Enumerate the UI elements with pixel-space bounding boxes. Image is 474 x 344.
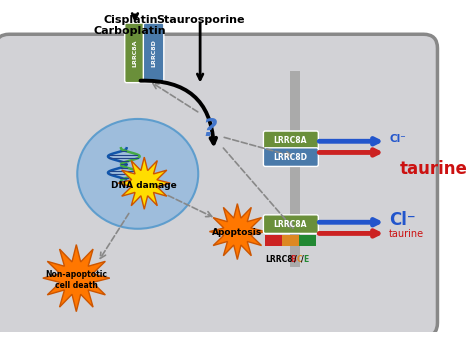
Text: B: B <box>291 255 296 264</box>
FancyBboxPatch shape <box>143 23 164 83</box>
FancyBboxPatch shape <box>264 215 319 234</box>
Polygon shape <box>43 245 110 312</box>
Text: LRRC8A: LRRC8A <box>273 136 307 145</box>
Bar <box>291 72 300 267</box>
Polygon shape <box>210 204 265 259</box>
FancyBboxPatch shape <box>264 131 319 150</box>
Text: Cl⁻: Cl⁻ <box>389 212 416 229</box>
Text: Apoptosis: Apoptosis <box>212 228 263 237</box>
Bar <box>265 235 283 246</box>
Text: Staurosporine: Staurosporine <box>156 15 245 25</box>
Text: /: / <box>301 255 303 264</box>
Text: LRRC8: LRRC8 <box>265 255 293 264</box>
Text: Cl⁻: Cl⁻ <box>389 135 406 144</box>
Bar <box>283 235 300 246</box>
Text: LRRC8D: LRRC8D <box>273 153 308 162</box>
Text: cell death: cell death <box>55 281 98 290</box>
Polygon shape <box>118 157 170 209</box>
Text: taurine: taurine <box>389 229 424 239</box>
Text: /: / <box>294 255 297 264</box>
Text: C: C <box>297 255 302 264</box>
FancyBboxPatch shape <box>0 34 438 337</box>
Text: Non-apoptotic: Non-apoptotic <box>46 270 107 279</box>
FancyBboxPatch shape <box>264 148 319 166</box>
Text: taurine: taurine <box>400 160 468 178</box>
Text: DNA damage: DNA damage <box>111 181 177 190</box>
Text: LRRC8A: LRRC8A <box>273 219 307 229</box>
Text: E: E <box>303 255 309 264</box>
Text: LRRC8A: LRRC8A <box>132 39 137 67</box>
Text: ?: ? <box>202 117 217 141</box>
FancyBboxPatch shape <box>125 23 145 83</box>
Text: LRRC8D: LRRC8D <box>151 39 156 67</box>
Text: Cisplatin
Carboplatin: Cisplatin Carboplatin <box>94 15 167 36</box>
Bar <box>300 235 317 246</box>
Ellipse shape <box>77 119 198 229</box>
